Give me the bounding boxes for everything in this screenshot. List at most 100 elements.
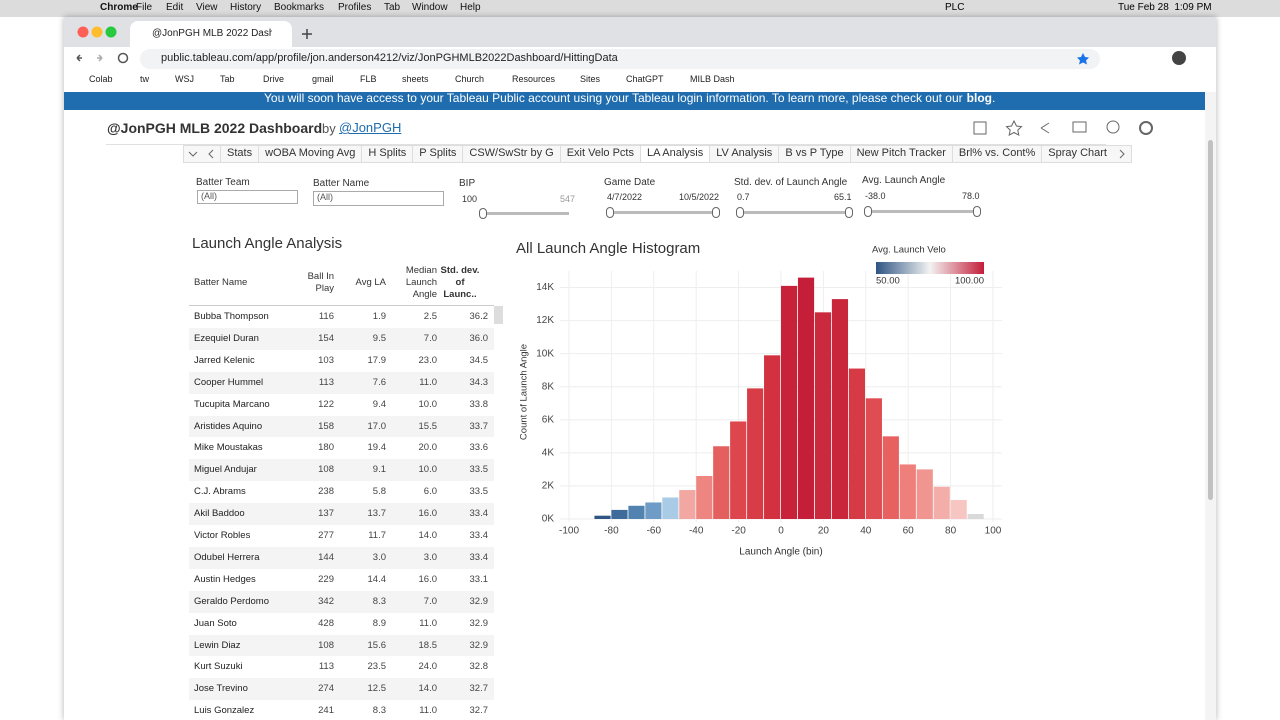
sheet-tab[interactable]: Stats <box>220 146 259 162</box>
menu-item[interactable]: Window <box>412 2 448 13</box>
slider-handle[interactable] <box>479 208 487 219</box>
favorite-icon[interactable] <box>1005 119 1023 137</box>
active-tab[interactable] <box>130 21 292 47</box>
bookmark[interactable]: FLB <box>360 74 377 84</box>
zoom-button[interactable] <box>105 26 117 38</box>
table-row[interactable]: Cooper Hummel 113 7.6 11.0 34.3 <box>189 371 494 394</box>
table-row[interactable]: Luis Gonzalez 241 8.3 11.0 32.7 <box>189 700 494 714</box>
sheet-next[interactable] <box>1113 146 1131 162</box>
sheet-tab[interactable]: B vs P Type <box>778 146 850 162</box>
bookmark[interactable]: Sites <box>580 74 601 84</box>
back-button[interactable] <box>76 54 82 62</box>
bookmark[interactable]: sheets <box>402 74 429 84</box>
column-header[interactable]: Median Launch Angle <box>405 265 437 300</box>
filter-dropdown[interactable]: (All) <box>313 191 444 206</box>
table-row[interactable]: Mike Moustakas 180 19.4 20.0 33.6 <box>189 437 494 460</box>
share-icon[interactable] <box>1040 122 1050 134</box>
address-bar[interactable] <box>140 49 1100 69</box>
table-row[interactable]: Kurt Suzuki 113 23.5 24.0 32.8 <box>189 656 494 679</box>
slider-handle[interactable] <box>606 207 614 218</box>
profile-avatar[interactable] <box>1172 51 1186 65</box>
slider-handle[interactable] <box>864 206 872 217</box>
scroll-thumb[interactable] <box>1208 140 1213 500</box>
slider-handle[interactable] <box>712 207 720 218</box>
filter-dropdown[interactable]: (All) <box>197 190 298 204</box>
sheet-tab[interactable]: LA Analysis <box>639 146 710 162</box>
sheet-tab[interactable]: CSW/SwStr by G <box>462 146 560 162</box>
download-icon[interactable] <box>1072 121 1087 133</box>
menu-item[interactable]: History <box>230 2 262 13</box>
filter-label: Batter Name <box>313 178 370 189</box>
table-row[interactable]: Austin Hedges 229 14.4 16.0 33.1 <box>189 568 494 591</box>
status-item[interactable]: PLC <box>945 2 965 13</box>
table-row[interactable]: Jarred Kelenic 103 17.9 23.0 34.5 <box>189 349 494 372</box>
table-row[interactable]: Odubel Herrera 144 3.0 3.0 33.4 <box>189 546 494 569</box>
slider-track <box>483 212 569 215</box>
table-row[interactable]: Akil Baddoo 137 13.7 16.0 33.4 <box>189 503 494 525</box>
url[interactable]: public.tableau.com/app/profile/jon.ander… <box>161 52 618 64</box>
edit-icon[interactable] <box>973 121 987 135</box>
bookmark[interactable]: gmail <box>312 74 334 84</box>
column-header[interactable]: Std. dev. of Launc.. <box>440 265 480 300</box>
menu-item[interactable]: Tab <box>384 2 401 13</box>
tab-title[interactable]: @JonPGH MLB 2022 Dashboa <box>152 28 272 39</box>
sheet-tab[interactable]: P Splits <box>412 146 463 162</box>
bookmark[interactable]: Colab <box>89 74 113 84</box>
settings-icon[interactable] <box>1139 121 1153 135</box>
bookmark[interactable]: ChatGPT <box>626 74 664 84</box>
slider-handle[interactable] <box>973 206 981 217</box>
menu-item[interactable]: File <box>136 2 153 13</box>
menu-item[interactable]: Help <box>460 2 481 13</box>
forward-button[interactable] <box>97 54 103 62</box>
table-row[interactable]: C.J. Abrams 238 5.8 6.0 33.5 <box>189 481 494 504</box>
sheet-menu[interactable] <box>184 146 202 162</box>
table-row[interactable]: Aristides Aquino 158 17.0 15.5 33.7 <box>189 415 494 438</box>
bookmark[interactable]: Tab <box>220 74 235 84</box>
table-row[interactable]: Geraldo Perdomo 342 8.3 7.0 32.9 <box>189 590 494 613</box>
bookmark[interactable]: Drive <box>263 74 285 84</box>
slider-handle[interactable] <box>736 207 744 218</box>
column-header[interactable]: Avg LA <box>355 277 386 288</box>
sheet-tab[interactable]: New Pitch Tracker <box>849 146 952 162</box>
table-row[interactable]: Lewin Diaz 108 15.6 18.5 32.9 <box>189 634 494 657</box>
sheet-prev[interactable] <box>202 146 220 162</box>
reload-button[interactable] <box>117 52 129 64</box>
author-link[interactable]: @JonPGH <box>339 120 402 135</box>
sheet-tab[interactable]: Brl% vs. Cont% <box>951 146 1042 162</box>
column-header[interactable]: Batter Name <box>194 277 248 288</box>
table-cell: 15.5 <box>418 420 438 432</box>
bookmark-star[interactable] <box>1077 53 1089 65</box>
sheet-tab[interactable]: LV Analysis <box>709 146 779 162</box>
clock[interactable]: Tue Feb 28 1:09 PM <box>1118 2 1212 13</box>
close-button[interactable] <box>77 26 89 38</box>
new-tab[interactable] <box>302 29 312 39</box>
menu-item[interactable]: Chrome <box>100 2 138 13</box>
menu-item[interactable]: Profiles <box>338 2 372 13</box>
bookmark[interactable]: Resources <box>512 74 556 84</box>
table-row[interactable]: Jose Trevino 274 12.5 14.0 32.7 <box>189 678 494 701</box>
bookmark[interactable]: MILB Dash <box>690 74 735 84</box>
table-row[interactable]: Juan Soto 428 8.9 11.0 32.9 <box>189 612 494 635</box>
slider-handle[interactable] <box>845 207 853 218</box>
table-row[interactable]: Ezequiel Duran 154 9.5 7.0 36.0 <box>189 327 494 350</box>
sheet-tab[interactable]: H Splits <box>361 146 413 162</box>
filter-label: Std. dev. of Launch Angle <box>734 177 848 188</box>
menu-item[interactable]: Edit <box>166 2 184 13</box>
table-row[interactable]: Victor Robles 277 11.7 14.0 33.4 <box>189 525 494 547</box>
sheet-tab[interactable]: wOBA Moving Avg <box>258 146 362 162</box>
menu-item[interactable]: View <box>196 2 218 13</box>
banner-link[interactable]: blog <box>966 91 992 105</box>
badge-icon[interactable] <box>1106 120 1120 134</box>
table-row[interactable]: Bubba Thompson 116 1.9 2.5 36.2 <box>189 306 494 328</box>
bookmark[interactable]: WSJ <box>175 74 194 84</box>
table-scrollbar[interactable] <box>494 306 503 324</box>
bookmark[interactable]: Church <box>455 74 485 84</box>
menu-item[interactable]: Bookmarks <box>274 2 325 13</box>
column-header[interactable]: Ball In Play <box>307 271 334 294</box>
sheet-tab[interactable]: Exit Velo Pcts <box>559 146 640 162</box>
sheet-tab[interactable]: Spray Chart <box>1041 146 1113 162</box>
minimize-button[interactable] <box>91 26 103 38</box>
table-row[interactable]: Tucupita Marcano 122 9.4 10.0 33.8 <box>189 393 494 416</box>
bookmark[interactable]: tw <box>140 74 149 84</box>
table-row[interactable]: Miguel Andujar 108 9.1 10.0 33.5 <box>189 459 494 482</box>
